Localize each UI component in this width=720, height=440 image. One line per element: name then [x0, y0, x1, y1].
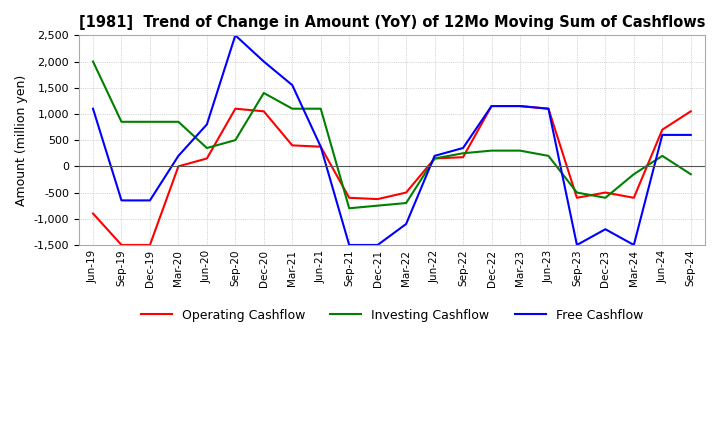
Y-axis label: Amount (million yen): Amount (million yen)	[15, 74, 28, 206]
Investing Cashflow	[459, 150, 467, 156]
Operating Cashflow	[145, 242, 154, 248]
Line: Investing Cashflow: Investing Cashflow	[93, 62, 690, 208]
Investing Cashflow	[431, 156, 439, 161]
Investing Cashflow	[402, 200, 410, 205]
Free Cashflow	[601, 227, 610, 232]
Investing Cashflow	[259, 90, 268, 95]
Operating Cashflow	[174, 164, 183, 169]
Free Cashflow	[544, 106, 553, 111]
Free Cashflow	[686, 132, 695, 138]
Operating Cashflow	[345, 195, 354, 201]
Free Cashflow	[516, 103, 524, 109]
Free Cashflow	[629, 242, 638, 248]
Operating Cashflow	[629, 195, 638, 201]
Free Cashflow	[402, 221, 410, 227]
Free Cashflow	[117, 198, 126, 203]
Investing Cashflow	[658, 153, 667, 158]
Free Cashflow	[487, 103, 496, 109]
Investing Cashflow	[145, 119, 154, 125]
Investing Cashflow	[345, 205, 354, 211]
Investing Cashflow	[544, 153, 553, 158]
Operating Cashflow	[202, 156, 211, 161]
Operating Cashflow	[544, 106, 553, 111]
Operating Cashflow	[316, 144, 325, 149]
Investing Cashflow	[231, 138, 240, 143]
Operating Cashflow	[288, 143, 297, 148]
Free Cashflow	[345, 242, 354, 248]
Title: [1981]  Trend of Change in Amount (YoY) of 12Mo Moving Sum of Cashflows: [1981] Trend of Change in Amount (YoY) o…	[78, 15, 705, 30]
Operating Cashflow	[459, 154, 467, 160]
Operating Cashflow	[259, 109, 268, 114]
Investing Cashflow	[601, 195, 610, 201]
Operating Cashflow	[431, 156, 439, 161]
Legend: Operating Cashflow, Investing Cashflow, Free Cashflow: Operating Cashflow, Investing Cashflow, …	[135, 304, 648, 327]
Investing Cashflow	[288, 106, 297, 111]
Investing Cashflow	[316, 106, 325, 111]
Operating Cashflow	[374, 196, 382, 202]
Investing Cashflow	[629, 172, 638, 177]
Investing Cashflow	[516, 148, 524, 153]
Operating Cashflow	[89, 211, 97, 216]
Operating Cashflow	[487, 103, 496, 109]
Free Cashflow	[202, 122, 211, 127]
Investing Cashflow	[202, 145, 211, 150]
Free Cashflow	[658, 132, 667, 138]
Free Cashflow	[259, 59, 268, 64]
Free Cashflow	[316, 144, 325, 149]
Operating Cashflow	[658, 127, 667, 132]
Investing Cashflow	[117, 119, 126, 125]
Operating Cashflow	[572, 195, 581, 201]
Investing Cashflow	[374, 203, 382, 208]
Operating Cashflow	[117, 242, 126, 248]
Line: Free Cashflow: Free Cashflow	[93, 35, 690, 245]
Free Cashflow	[431, 153, 439, 158]
Free Cashflow	[89, 106, 97, 111]
Line: Operating Cashflow: Operating Cashflow	[93, 106, 690, 245]
Operating Cashflow	[402, 190, 410, 195]
Operating Cashflow	[686, 109, 695, 114]
Free Cashflow	[374, 242, 382, 248]
Free Cashflow	[459, 145, 467, 150]
Operating Cashflow	[601, 190, 610, 195]
Free Cashflow	[288, 82, 297, 88]
Investing Cashflow	[174, 119, 183, 125]
Free Cashflow	[145, 198, 154, 203]
Free Cashflow	[174, 153, 183, 158]
Free Cashflow	[231, 33, 240, 38]
Investing Cashflow	[686, 172, 695, 177]
Investing Cashflow	[487, 148, 496, 153]
Free Cashflow	[572, 242, 581, 248]
Investing Cashflow	[89, 59, 97, 64]
Operating Cashflow	[516, 103, 524, 109]
Investing Cashflow	[572, 190, 581, 195]
Operating Cashflow	[231, 106, 240, 111]
